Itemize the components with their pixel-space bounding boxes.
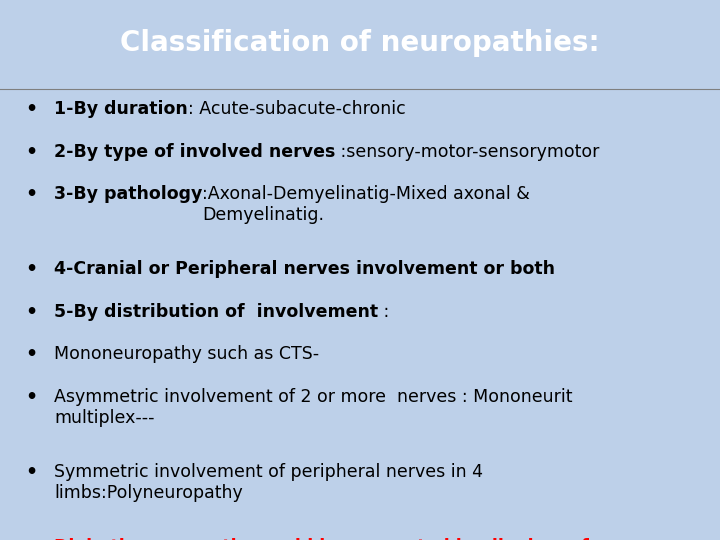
- Text: 1-By duration: 1-By duration: [54, 100, 188, 118]
- Text: •: •: [25, 463, 37, 482]
- Text: •: •: [25, 346, 37, 365]
- Text: :Axonal-Demyelinatig-Mixed axonal &
Demyelinatig.: :Axonal-Demyelinatig-Mixed axonal & Demy…: [202, 185, 530, 224]
- Text: 5-By distribution of  involvement: 5-By distribution of involvement: [54, 303, 378, 321]
- Text: Symmetric involvement of peripheral nerves in 4
limbs:Polyneuropathy: Symmetric involvement of peripheral nerv…: [54, 463, 483, 502]
- Text: 3-By pathology: 3-By pathology: [54, 185, 202, 203]
- Text: Asymmetric involvement of 2 or more  nerves : Mononeurit
multiplex---: Asymmetric involvement of 2 or more nerv…: [54, 388, 572, 427]
- Text: Classification of neuropathies:: Classification of neuropathies:: [120, 29, 600, 57]
- Text: :: :: [378, 303, 390, 321]
- Text: •: •: [25, 143, 37, 161]
- Text: : Acute-subacute-chronic: : Acute-subacute-chronic: [188, 100, 405, 118]
- Text: 2-By type of involved nerves: 2-By type of involved nerves: [54, 143, 336, 160]
- Text: •: •: [25, 100, 37, 119]
- Text: Diabetic neuropathy could be presented in all  above forms: Diabetic neuropathy could be presented i…: [54, 538, 638, 540]
- Text: •: •: [25, 185, 37, 204]
- Text: •: •: [25, 260, 37, 279]
- Text: •: •: [25, 303, 37, 322]
- Text: •: •: [25, 388, 37, 407]
- Text: •: •: [25, 538, 37, 540]
- Text: Mononeuropathy such as CTS-: Mononeuropathy such as CTS-: [54, 346, 319, 363]
- Text: :sensory-motor-sensorymotor: :sensory-motor-sensorymotor: [336, 143, 600, 160]
- Text: 4-Cranial or Peripheral nerves involvement or both: 4-Cranial or Peripheral nerves involveme…: [54, 260, 555, 278]
